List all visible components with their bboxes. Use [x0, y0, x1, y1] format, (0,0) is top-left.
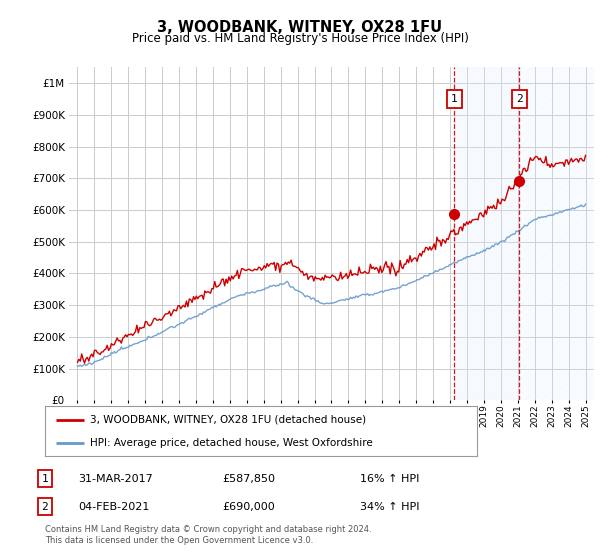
Text: 34% ↑ HPI: 34% ↑ HPI — [360, 502, 419, 512]
Text: 2: 2 — [41, 502, 49, 512]
Text: 3, WOODBANK, WITNEY, OX28 1FU: 3, WOODBANK, WITNEY, OX28 1FU — [157, 20, 443, 35]
Bar — [520, 67, 594, 400]
Text: 16% ↑ HPI: 16% ↑ HPI — [360, 474, 419, 484]
Text: £587,850: £587,850 — [222, 474, 275, 484]
Text: 31-MAR-2017: 31-MAR-2017 — [78, 474, 153, 484]
Text: Price paid vs. HM Land Registry's House Price Index (HPI): Price paid vs. HM Land Registry's House … — [131, 32, 469, 45]
Text: 1: 1 — [41, 474, 49, 484]
Text: £690,000: £690,000 — [222, 502, 275, 512]
Text: HPI: Average price, detached house, West Oxfordshire: HPI: Average price, detached house, West… — [91, 438, 373, 448]
Bar — [454, 67, 520, 400]
Text: 3, WOODBANK, WITNEY, OX28 1FU (detached house): 3, WOODBANK, WITNEY, OX28 1FU (detached … — [91, 414, 367, 424]
Text: Contains HM Land Registry data © Crown copyright and database right 2024.
This d: Contains HM Land Registry data © Crown c… — [45, 525, 371, 545]
Text: 1: 1 — [451, 94, 458, 104]
Text: 04-FEB-2021: 04-FEB-2021 — [78, 502, 149, 512]
Text: 2: 2 — [516, 94, 523, 104]
